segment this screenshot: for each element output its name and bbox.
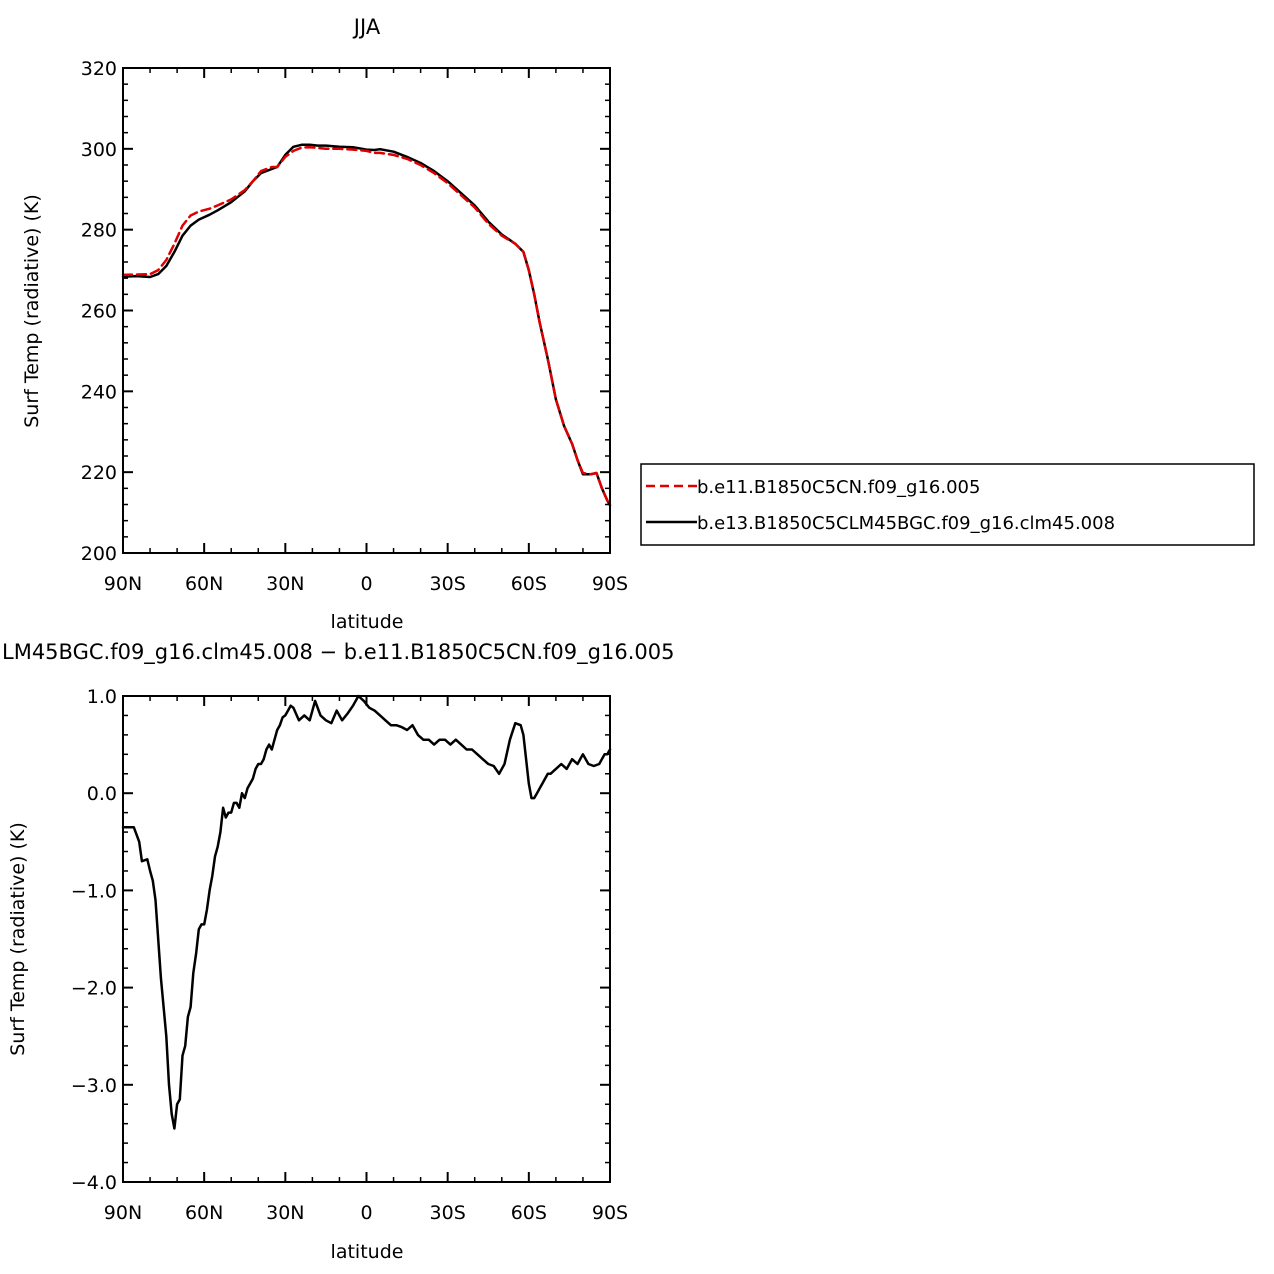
y-tick-label: 280 <box>81 220 117 242</box>
series-line-0 <box>121 145 612 506</box>
y-tick-label: −2.0 <box>71 978 117 1000</box>
x-tick-label: 90S <box>592 1202 628 1224</box>
x-tick-label: 60N <box>185 573 223 595</box>
top-xlabel: latitude <box>331 611 404 633</box>
bottom-panel: LM45BGC.f09_g16.clm45.008 − b.e11.B1850C… <box>2 640 674 1263</box>
bottom-xlabel: latitude <box>331 1241 404 1263</box>
bottom-plot-frame <box>122 695 611 1183</box>
legend-entry-1: b.e13.B1850C5CLM45BGC.f09_g16.clm45.008 <box>697 513 1115 534</box>
y-tick-label: 220 <box>81 462 117 484</box>
top-series-group <box>121 143 612 507</box>
x-tick-label: 0 <box>360 1202 372 1224</box>
top-ylabel: Surf Temp (radiative) (K) <box>21 194 43 428</box>
bottom-tick-labels: 90N 60N 30N 0 30S 60S 90S −4.0 −3.0 −2.0 −1.0 0.0 1.… <box>71 686 628 1224</box>
legend-entry-0: b.e11.B1850C5CN.f09_g16.005 <box>697 477 980 498</box>
top-plot-frame <box>122 67 611 554</box>
x-tick-label: 30S <box>430 1202 466 1224</box>
y-tick-label: −4.0 <box>71 1172 117 1194</box>
x-tick-label: 30S <box>430 573 466 595</box>
x-tick-label: 60S <box>511 573 547 595</box>
legend: b.e11.B1850C5CN.f09_g16.005 b.e13.B1850C… <box>640 463 1255 546</box>
y-tick-label: 0.0 <box>87 783 117 805</box>
x-tick-label: 0 <box>360 573 372 595</box>
bottom-axis-ticks <box>122 695 611 1183</box>
y-tick-label: 200 <box>81 543 117 565</box>
bottom-ylabel: Surf Temp (radiative) (K) <box>7 822 29 1056</box>
y-tick-label: −1.0 <box>71 880 117 902</box>
x-tick-label: 30N <box>266 573 304 595</box>
top-plot-title: JJA <box>352 15 381 39</box>
bottom-series-group <box>121 694 612 1130</box>
x-tick-label: 30N <box>266 1202 304 1224</box>
y-tick-label: 1.0 <box>87 686 117 708</box>
series-line-0 <box>121 694 612 1130</box>
y-tick-label: −3.0 <box>71 1075 117 1097</box>
y-tick-label: 300 <box>81 139 117 161</box>
series-line-1 <box>121 143 612 507</box>
y-tick-label: 260 <box>81 301 117 323</box>
x-tick-label: 60N <box>185 1202 223 1224</box>
top-tick-labels: 90N 60N 30N 0 30S 60S 90S 200 220 240 260 280 300 320 <box>81 58 628 595</box>
y-tick-label: 240 <box>81 381 117 403</box>
legend-box <box>640 463 1255 546</box>
x-tick-label: 90S <box>592 573 628 595</box>
x-tick-label: 60S <box>511 1202 547 1224</box>
bottom-plot-title: LM45BGC.f09_g16.clm45.008 − b.e11.B1850C… <box>2 640 674 665</box>
x-tick-label: 90N <box>104 573 142 595</box>
x-tick-label: 90N <box>104 1202 142 1224</box>
y-tick-label: 320 <box>81 58 117 80</box>
top-panel: JJA 90N 60N 30N 0 30S 60S 90S 200 220 240 260 280 30… <box>21 15 1255 633</box>
